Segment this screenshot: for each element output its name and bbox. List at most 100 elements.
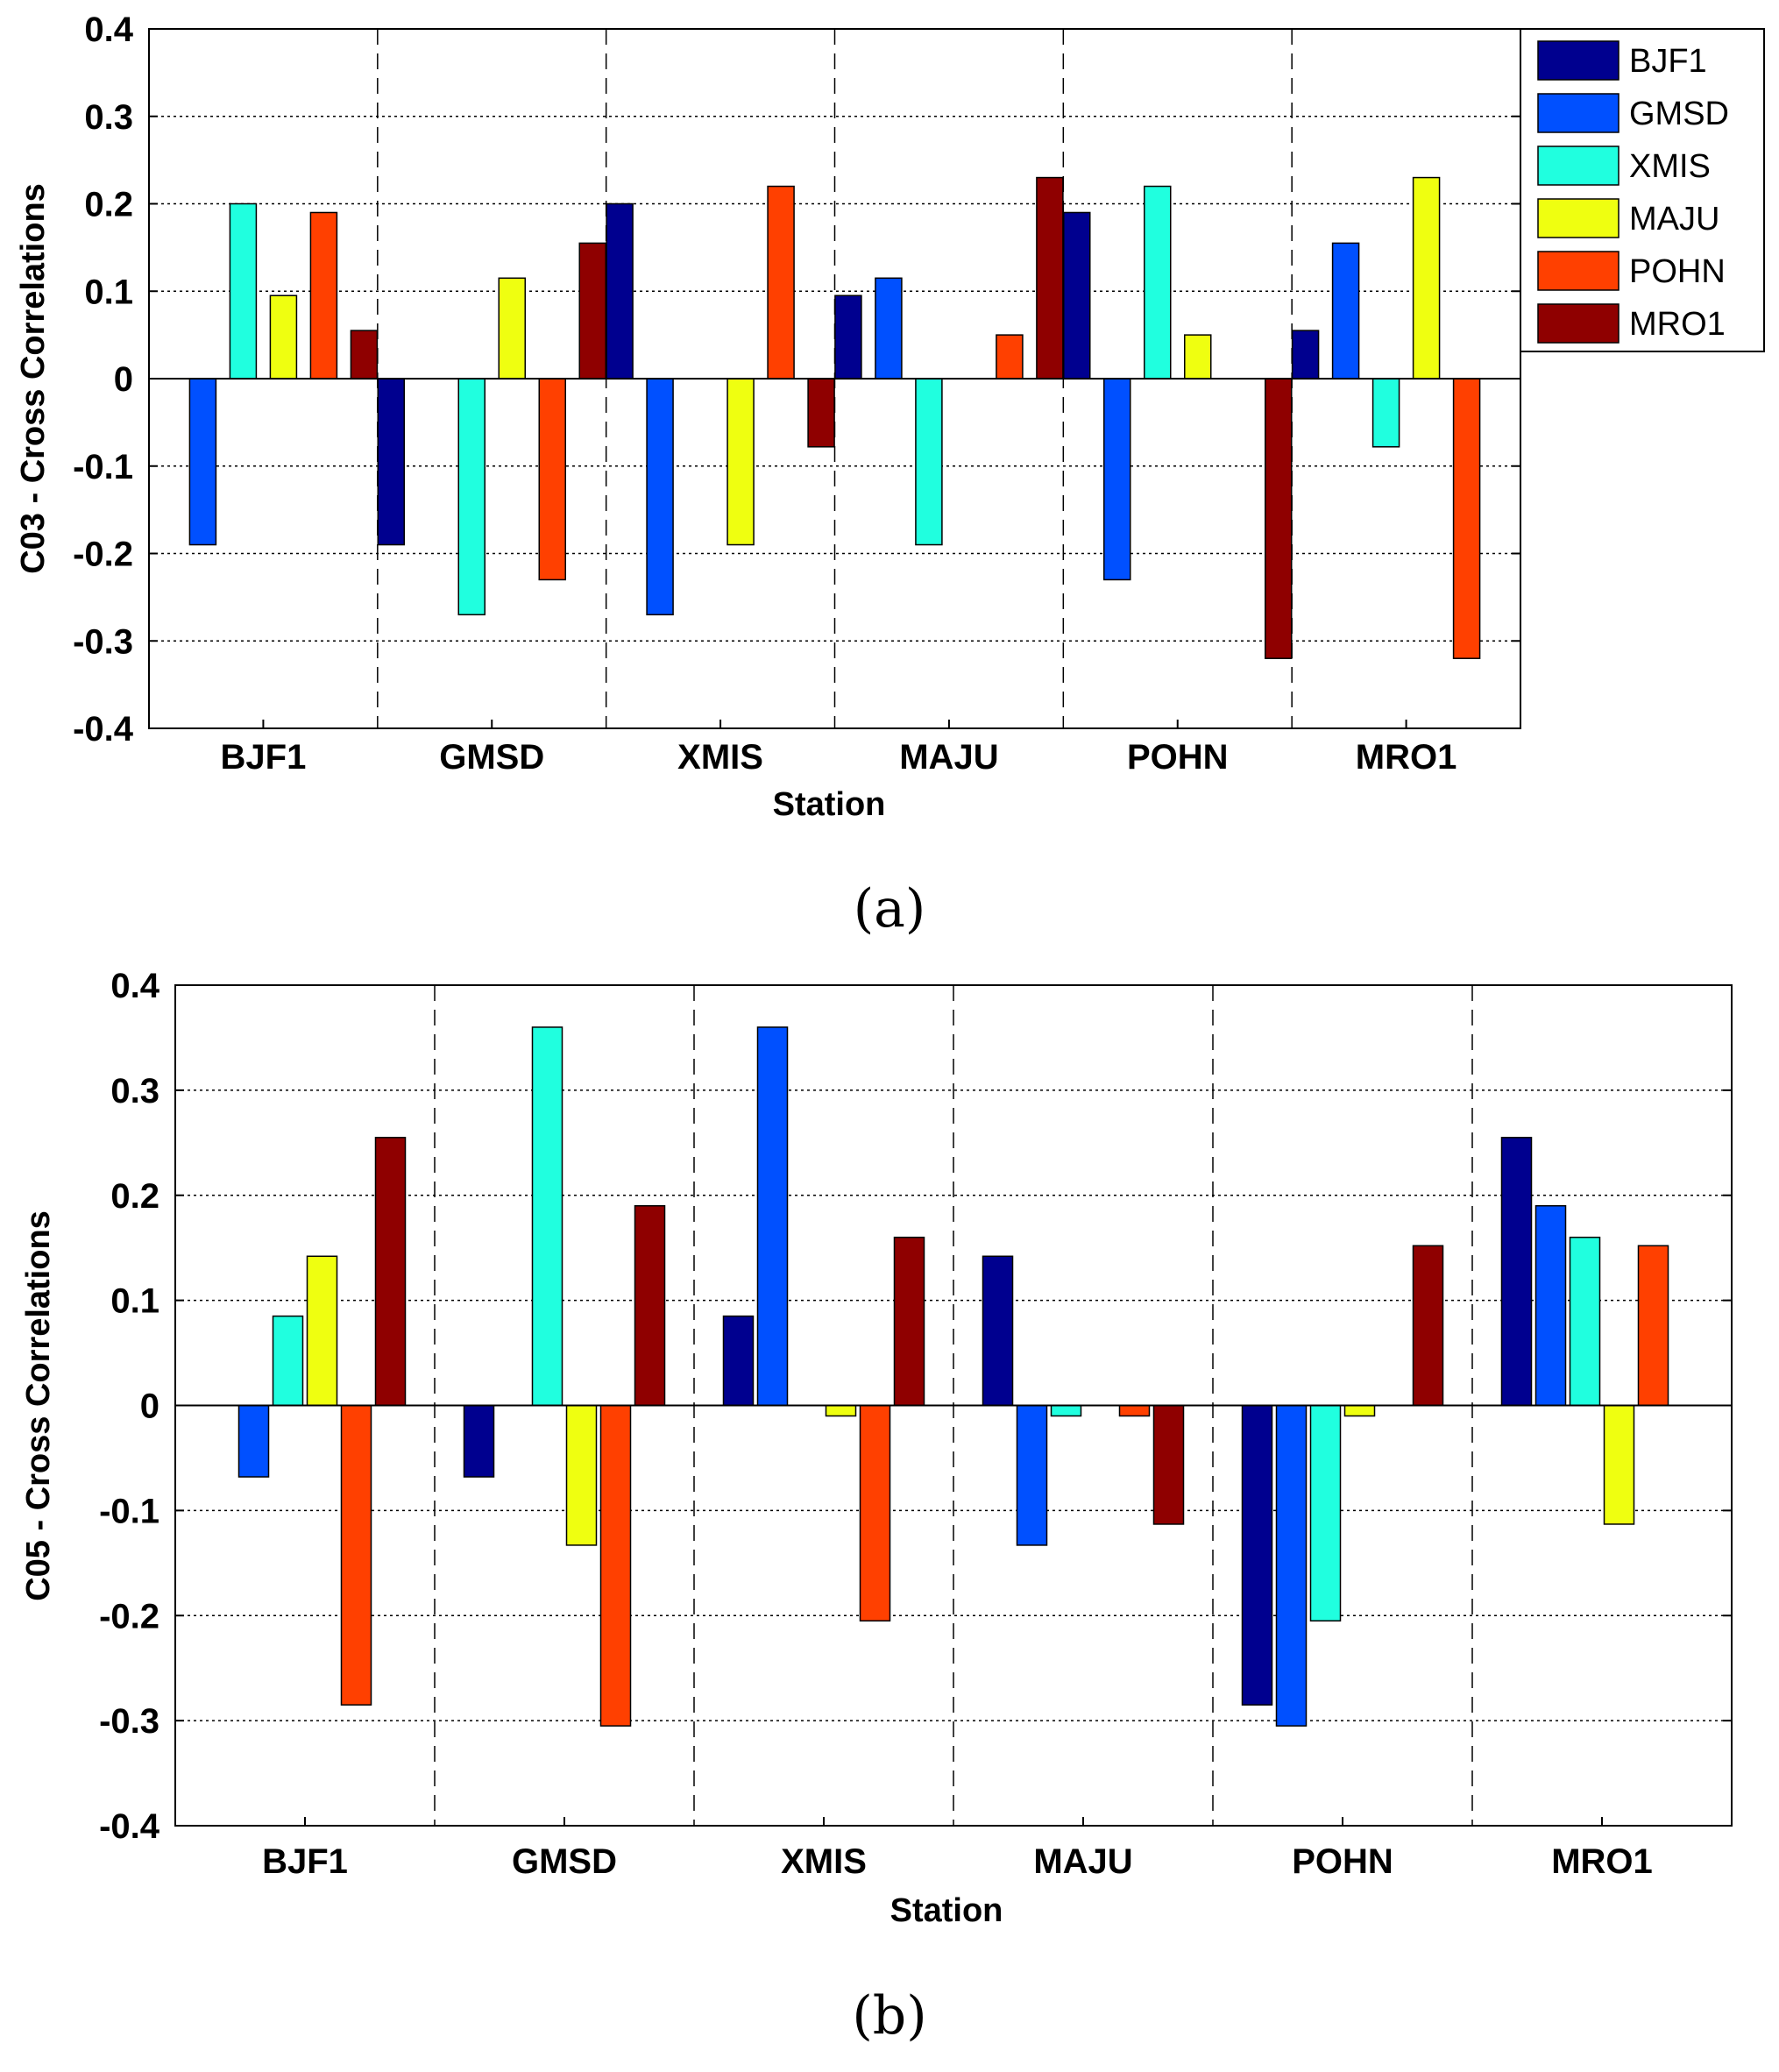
bar-pohn-maju — [1184, 334, 1212, 380]
bar-xmis-mro1 — [807, 378, 835, 448]
bar-mro1-xmis — [1371, 378, 1400, 448]
x-tick-label-mro1: MRO1 — [1551, 1842, 1653, 1881]
bar-gmsd-maju — [498, 277, 526, 380]
bar-bjf1-xmis — [229, 202, 258, 380]
bar-maju-bjf1 — [834, 294, 862, 380]
legend-label-xmis: XMIS — [1629, 148, 1711, 185]
bar-maju-mro1 — [1152, 1404, 1185, 1525]
y-ticks-b: 0.4 0.3 0.2 0.1 0 -0.1 -0.2 -0.3 -0.4 — [99, 967, 1732, 1846]
bar-mro1-bjf1 — [1500, 1137, 1533, 1407]
bar-gmsd-bjf1 — [463, 1404, 495, 1478]
bar-gmsd-maju — [565, 1404, 598, 1546]
y-tick-label: -0.3 — [99, 1702, 159, 1741]
bar-gmsd-pohn — [599, 1404, 632, 1727]
legend-swatch-maju — [1537, 198, 1620, 238]
bar-mro1-maju — [1603, 1404, 1635, 1525]
bar-maju-xmis — [915, 378, 943, 546]
bar-mro1-xmis — [1569, 1236, 1601, 1407]
x-tick-label-bjf1: BJF1 — [221, 738, 307, 777]
legend-box — [1520, 28, 1765, 352]
bar-maju-xmis — [1050, 1404, 1082, 1417]
y-tick-label: -0.4 — [99, 1807, 160, 1846]
bar-gmsd-pohn — [538, 378, 566, 581]
chart-panel-a: 0.4 0.3 0.2 0.1 0 -0.1 -0.2 -0.3 -0.4 BJF1 GMSD XM… — [15, 11, 1765, 940]
y-tick-label: -0.4 — [73, 710, 134, 749]
y-tick-label: 0.2 — [110, 1177, 159, 1216]
x-tick-label-xmis: XMIS — [677, 738, 763, 777]
y-tick-label: 0.1 — [84, 273, 133, 311]
y-axis-label-b: C05 - Cross Correlations — [20, 1210, 57, 1601]
x-tick-label-bjf1: BJF1 — [262, 1842, 348, 1881]
bar-bjf1-pohn — [309, 211, 338, 380]
bar-bjf1-maju — [269, 294, 298, 380]
bar-bjf1-mro1 — [374, 1137, 407, 1407]
bar-maju-bjf1 — [982, 1255, 1014, 1407]
bar-pohn-bjf1 — [1063, 211, 1091, 380]
bar-gmsd-mro1 — [578, 242, 606, 380]
bar-gmsd-xmis — [457, 378, 486, 616]
legend-swatch-mro1 — [1537, 303, 1620, 344]
bar-xmis-pohn — [859, 1404, 891, 1621]
y-tick-label: -0.2 — [99, 1597, 159, 1636]
x-axis-label-a: Station — [773, 786, 886, 823]
x-tick-label-gmsd: GMSD — [439, 738, 544, 777]
caption-a: (a) — [854, 878, 926, 940]
bar-bjf1-maju — [306, 1255, 338, 1407]
bar-xmis-maju — [825, 1404, 857, 1417]
x-ticks-a: BJF1 GMSD XMIS MAJU POHN MRO1 — [221, 720, 1457, 777]
bar-mro1-bjf1 — [1291, 330, 1320, 380]
legend-label-gmsd: GMSD — [1629, 96, 1729, 132]
x-tick-label-gmsd: GMSD — [512, 1842, 617, 1881]
y-tick-label: 0.1 — [110, 1282, 159, 1321]
legend-label-bjf1: BJF1 — [1629, 43, 1707, 80]
chart-panel-b: 0.4 0.3 0.2 0.1 0 -0.1 -0.2 -0.3 -0.4 BJF1 GMSD XM… — [20, 967, 1733, 2047]
bar-mro1-gmsd — [1331, 242, 1360, 380]
x-tick-label-xmis: XMIS — [781, 1842, 867, 1881]
y-tick-label: 0 — [140, 1387, 159, 1426]
x-tick-label-maju: MAJU — [1033, 1842, 1132, 1881]
bar-mro1-gmsd — [1534, 1204, 1567, 1407]
bar-xmis-gmsd — [646, 378, 674, 616]
bar-xmis-pohn — [767, 185, 795, 380]
bar-bjf1-gmsd — [237, 1404, 270, 1478]
legend-swatch-xmis — [1537, 145, 1620, 186]
x-tick-label-pohn: POHN — [1292, 1842, 1393, 1881]
bar-xmis-bjf1 — [722, 1315, 755, 1407]
bar-pohn-maju — [1343, 1404, 1376, 1417]
legend-a: BJF1 GMSD XMIS MAJU POHN MRO1 — [1520, 28, 1765, 352]
bar-pohn-xmis — [1144, 185, 1172, 380]
bar-maju-pohn — [996, 334, 1024, 380]
y-tick-label: 0.3 — [110, 1072, 159, 1111]
legend-label-maju: MAJU — [1629, 201, 1719, 238]
y-tick-label: -0.2 — [73, 536, 133, 574]
legend-swatch-gmsd — [1537, 93, 1620, 133]
y-tick-label: 0.4 — [84, 11, 133, 49]
bar-mro1-maju — [1412, 176, 1441, 380]
y-tick-label: -0.1 — [73, 448, 133, 486]
x-tick-label-mro1: MRO1 — [1356, 738, 1457, 777]
bar-bjf1-xmis — [272, 1315, 304, 1407]
bar-bjf1-mro1 — [350, 330, 379, 380]
legend-label-mro1: MRO1 — [1629, 306, 1726, 343]
bar-mro1-pohn — [1637, 1245, 1669, 1407]
bar-maju-gmsd — [1016, 1404, 1048, 1546]
y-tick-label: 0.4 — [110, 967, 159, 1005]
y-tick-label: 0.3 — [84, 98, 133, 137]
bar-mro1-pohn — [1452, 378, 1481, 659]
bar-maju-gmsd — [875, 277, 903, 380]
y-tick-label: -0.1 — [99, 1492, 159, 1530]
bars-b — [174, 984, 1733, 1827]
legend-label-pohn: POHN — [1629, 253, 1726, 290]
x-ticks-b: BJF1 GMSD XMIS MAJU POHN MRO1 — [262, 1817, 1653, 1881]
bar-pohn-xmis — [1309, 1404, 1342, 1621]
legend-swatch-bjf1 — [1537, 40, 1620, 81]
bar-bjf1-pohn — [340, 1404, 372, 1706]
y-axis-label-a: C03 - Cross Correlations — [15, 183, 52, 574]
bar-xmis-gmsd — [756, 1026, 789, 1407]
bar-gmsd-mro1 — [634, 1204, 666, 1407]
caption-b: (b) — [852, 1985, 926, 2047]
bar-xmis-maju — [726, 378, 755, 546]
bar-maju-mro1 — [1036, 176, 1064, 380]
y-tick-label: -0.3 — [73, 622, 133, 661]
